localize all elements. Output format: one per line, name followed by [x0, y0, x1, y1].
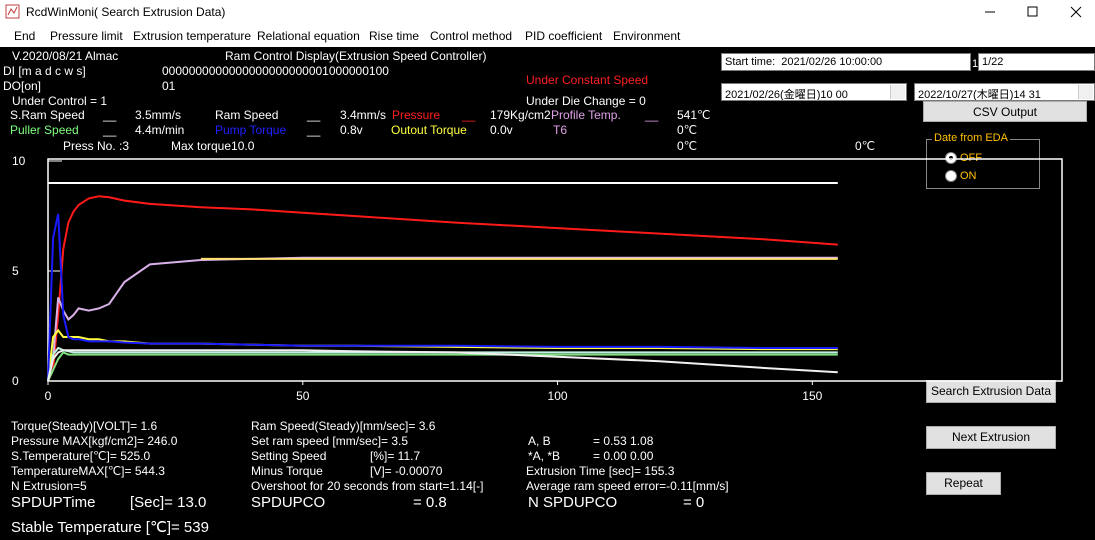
group-title: Date from EDA [932, 132, 1010, 144]
stat: [%]= 11.7 [370, 449, 421, 463]
readout: __ [103, 108, 117, 122]
radio-on-label: ON [960, 170, 977, 182]
stat: SPDUPCO [251, 494, 326, 511]
header-text: Ram Control Display(Extrusion Speed Cont… [225, 49, 487, 63]
menu-item[interactable]: Relational equation [257, 29, 360, 43]
readout: Profile Temp. [551, 108, 621, 122]
menu-item[interactable]: Rise time [369, 29, 420, 43]
stat: Set ram speed [mm/sec]= 3.5 [251, 434, 409, 448]
radio-off-label: OFF [960, 152, 982, 164]
group-box [926, 139, 1040, 189]
stat: A, B [528, 434, 551, 448]
stat: N SPDUPCO [528, 494, 618, 511]
readout: Outout Torque [391, 123, 467, 137]
readout: 0℃ [677, 123, 698, 137]
menu-item[interactable]: Pressure limit [50, 29, 123, 43]
readout: S.Ram Speed [10, 108, 85, 122]
readout: 541℃ [677, 108, 711, 122]
title-bar: RcdWinMoni( Search Extrusion Data) [0, 0, 1095, 24]
readout: 0℃ [677, 139, 698, 153]
header-text: 0000000000000000000000001000000100 [162, 64, 389, 78]
readout: 4.4m/min [135, 123, 185, 137]
stat: SPDUPTime [11, 494, 96, 511]
stat: N Extrusion=5 [11, 479, 87, 493]
monitor-screen: Start time: 2021/02/26 10:00:00 1 1/22 2… [0, 47, 1095, 540]
search-button[interactable]: Search Extrusion Data [926, 380, 1056, 403]
readout: 0.0v [490, 123, 513, 137]
stat: S.Temperature[℃]= 525.0 [11, 449, 151, 463]
menu-item[interactable]: Environment [613, 29, 681, 43]
date-from: 2021/02/26(金曜日)10 00 [725, 89, 848, 101]
start-time: 2021/02/26 10:00:00 [781, 56, 883, 68]
index-box[interactable]: 1/22 [978, 53, 1095, 71]
window-title: RcdWinMoni( Search Extrusion Data) [26, 5, 226, 19]
stat: *A, *B [528, 449, 561, 463]
date-from-box[interactable]: 2021/02/26(金曜日)10 00 [721, 83, 907, 101]
index-label: 1 [972, 58, 979, 70]
spinner[interactable] [890, 85, 905, 99]
stat: Minus Torque [251, 464, 323, 478]
stat: [Sec]= 13.0 [130, 494, 207, 511]
stat: Ram Speed(Steady)[mm/sec]= 3.6 [251, 419, 436, 433]
window-buttons[interactable] [975, 0, 1095, 24]
header-text: Under Control = 1 [12, 94, 108, 108]
menu-item[interactable]: End [14, 29, 36, 43]
readout: __ [307, 123, 321, 137]
spinner[interactable] [1078, 85, 1093, 99]
radio-on[interactable] [945, 170, 957, 182]
header-text: Under Die Change = 0 [526, 94, 646, 108]
radio-off[interactable] [945, 152, 957, 164]
header-text: DO[on] [3, 79, 42, 93]
header-text: 01 [162, 79, 176, 93]
readout: T6 [553, 123, 568, 137]
stat: Setting Speed [251, 449, 327, 463]
readout: 0℃ [855, 139, 876, 153]
menu-item[interactable]: PID coefficient [525, 29, 603, 43]
stat: Extrusion Time [sec]= 155.3 [526, 464, 675, 478]
readout: Ram Speed [215, 108, 279, 122]
readout: __ [645, 108, 659, 122]
stat: Overshoot for 20 seconds from start=1.14… [251, 479, 484, 493]
readout: 3.4mm/s [340, 108, 387, 122]
menu-bar: End Pressure limit Extrusion temperature Re… [0, 24, 1095, 47]
stat: = 0.00 0.00 [593, 449, 654, 463]
stat: = 0 [683, 494, 705, 511]
readout: __ [462, 108, 476, 122]
start-time-box[interactable]: Start time: 2021/02/26 10:00:00 [721, 53, 971, 71]
start-time-label: Start time: [725, 56, 776, 68]
readout: __ [307, 108, 321, 122]
menu-item[interactable]: Control method [430, 29, 513, 43]
date-to: 2022/10/27(木曜日)14 31 [918, 89, 1041, 101]
csv-button[interactable]: CSV Output [923, 101, 1087, 122]
header-text: Under Constant Speed [526, 73, 649, 87]
readout: Pump Torque [215, 123, 287, 137]
repeat-button[interactable]: Repeat [926, 472, 1001, 495]
stat: Stable Temperature [℃]= 539 [11, 519, 209, 536]
stat: TemperatureMAX[℃]= 544.3 [11, 464, 165, 478]
index: 1/22 [982, 56, 1004, 68]
header-text: DI [m a d c w s] [3, 64, 86, 78]
readout: 0.8v [340, 123, 363, 137]
readout: Press No. :3 [63, 139, 130, 153]
stat: = 0.53 1.08 [593, 434, 654, 448]
readout: 179Kg/cm2 [490, 108, 551, 122]
stat: Pressure MAX[kgf/cm2]= 246.0 [11, 434, 178, 448]
header-text: V.2020/08/21 Almac [12, 49, 119, 63]
readout: __ [103, 123, 117, 137]
readout: Pressure [392, 108, 441, 122]
menu-item[interactable]: Extrusion temperature [133, 29, 252, 43]
next-button[interactable]: Next Extrusion [926, 426, 1056, 449]
stat: Torque(Steady)[VOLT]= 1.6 [11, 419, 158, 433]
date-to-box[interactable]: 2022/10/27(木曜日)14 31 [914, 83, 1095, 101]
stat: Average ram speed error=-0.11[mm/s] [526, 479, 729, 493]
app-icon [5, 4, 20, 19]
readout: Puller Speed [10, 123, 79, 137]
readout: 3.5mm/s [135, 108, 182, 122]
readout: Max torque10.0 [171, 139, 255, 153]
stat: [V]= -0.00070 [370, 464, 443, 478]
stat: = 0.8 [413, 494, 447, 511]
